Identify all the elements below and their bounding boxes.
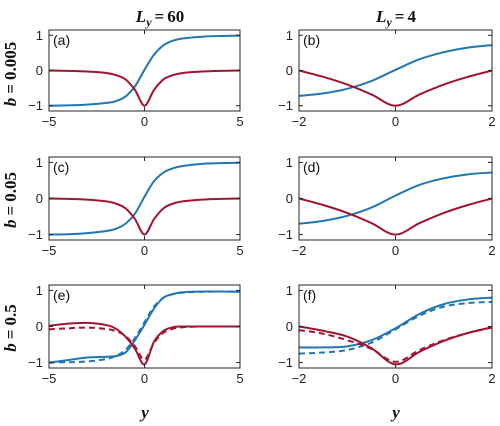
panel-b-series-blue-solid xyxy=(298,44,493,97)
panel-a-label: (a) xyxy=(53,32,70,48)
panel-f-ytick-label-2: 1 xyxy=(286,283,293,298)
x-axis-label-left: y xyxy=(139,403,149,422)
panel-e: −1 0 1 −5 0 5 (e) xyxy=(28,283,243,386)
panel-a-xtick-label-0: −5 xyxy=(42,114,57,129)
x-axis-label-right: y xyxy=(390,403,400,422)
row-title-3: b = 0.5 xyxy=(1,304,20,351)
panel-f-xtick-label-0: −2 xyxy=(292,371,307,386)
panel-d-ytick-label-0: −1 xyxy=(278,227,293,242)
panel-d-xtick-label-0: −2 xyxy=(292,243,307,258)
panel-d-xtick-label-1: 0 xyxy=(392,243,399,258)
panel-c-series-blue-solid xyxy=(48,161,241,236)
row-title-1-val: 0.005 xyxy=(1,42,20,80)
panel-a-ytick-label-1: 0 xyxy=(36,63,43,78)
row-title-1: b = 0.005 xyxy=(1,42,20,106)
panel-f-series-red-dashed xyxy=(298,326,493,363)
col-title-1: Ly = 60 xyxy=(135,7,184,29)
row-title-2-val: 0.05 xyxy=(1,172,20,202)
panel-a-series-blue-solid xyxy=(48,34,241,107)
panels-group: −1 0 1 −5 0 5 (a) −1 0 1 −2 0 2 (b) −1 0 1 −5 0 5 (c) −1 0 1 −2 0… xyxy=(28,28,495,386)
panel-c-label: (c) xyxy=(53,159,69,175)
panel-f-series-red-solid xyxy=(298,325,493,366)
panel-e-series-blue-dashed xyxy=(48,290,241,364)
panel-e-label: (e) xyxy=(53,287,70,303)
col-title-2: Ly = 4 xyxy=(375,7,416,29)
panel-f-ytick-label-0: −1 xyxy=(278,355,293,370)
panel-f-series-blue-solid xyxy=(298,296,493,349)
panel-c-xtick-label-2: 5 xyxy=(236,243,243,258)
panel-b: −1 0 1 −2 0 2 (b) xyxy=(278,28,495,129)
panel-e-xtick-label-0: −5 xyxy=(42,371,57,386)
panel-c-xtick-label-1: 0 xyxy=(141,243,148,258)
panel-e-xtick-label-1: 0 xyxy=(141,371,148,386)
panel-a: −1 0 1 −5 0 5 (a) xyxy=(28,28,243,129)
panel-d-xtick-label-2: 2 xyxy=(488,243,495,258)
panel-f-label: (f) xyxy=(303,287,316,303)
panel-f-xtick-label-2: 2 xyxy=(488,371,495,386)
panel-d-series-red-solid xyxy=(298,197,493,236)
panel-f-axes-box xyxy=(298,284,493,369)
panel-b-label: (b) xyxy=(303,32,320,48)
col-title-2-rel: = xyxy=(395,7,405,26)
panel-c-series-red-solid xyxy=(48,197,241,236)
panel-b-ytick-label-1: 0 xyxy=(286,63,293,78)
col-title-1-var: L xyxy=(135,7,146,26)
panel-c-xtick-label-0: −5 xyxy=(42,243,57,258)
panel-c: −1 0 1 −5 0 5 (c) xyxy=(28,155,243,258)
panel-a-ytick-label-0: −1 xyxy=(28,98,43,113)
panel-d-ytick-label-2: 1 xyxy=(286,155,293,170)
panel-c-ytick-label-2: 1 xyxy=(36,155,43,170)
panel-e-ytick-label-1: 0 xyxy=(36,319,43,334)
panel-d-series-blue-solid xyxy=(298,171,493,225)
panel-a-xtick-label-2: 5 xyxy=(236,114,243,129)
panel-d: −1 0 1 −2 0 2 (d) xyxy=(278,155,495,258)
panel-c-ytick-label-1: 0 xyxy=(36,191,43,206)
row-title-1-rel: = xyxy=(1,84,20,94)
panel-a-xtick-label-1: 0 xyxy=(141,114,148,129)
row-title-2-var: b xyxy=(1,219,20,228)
panel-b-xtick-label-2: 2 xyxy=(488,114,495,129)
panel-d-label: (d) xyxy=(303,159,320,175)
row-title-3-val: 0.5 xyxy=(1,304,20,325)
panel-e-ytick-label-0: −1 xyxy=(28,355,43,370)
panel-b-series-red-solid xyxy=(298,69,493,107)
row-title-3-var: b xyxy=(1,343,20,352)
col-title-1-rel: = xyxy=(155,7,165,26)
panel-b-xtick-label-1: 0 xyxy=(392,114,399,129)
panel-f: −1 0 1 −2 0 2 (f) xyxy=(278,283,495,386)
row-title-3-rel: = xyxy=(1,330,20,340)
panel-f-series-blue-dashed xyxy=(298,300,493,355)
panel-b-ytick-label-2: 1 xyxy=(286,28,293,43)
panel-e-ytick-label-2: 1 xyxy=(36,283,43,298)
col-title-2-var: L xyxy=(375,7,386,26)
panel-b-ytick-label-0: −1 xyxy=(278,98,293,113)
col-title-1-val: 60 xyxy=(167,7,184,26)
col-title-2-sub: y xyxy=(384,15,392,29)
row-title-2: b = 0.05 xyxy=(1,172,20,228)
panel-e-xtick-label-2: 5 xyxy=(236,371,243,386)
col-title-1-sub: y xyxy=(144,15,152,29)
panel-e-series-blue-solid xyxy=(48,290,241,364)
panel-b-xtick-label-0: −2 xyxy=(292,114,307,129)
panel-f-xtick-label-1: 0 xyxy=(392,371,399,386)
row-title-1-var: b xyxy=(1,98,20,107)
panel-a-ytick-label-2: 1 xyxy=(36,28,43,43)
panel-a-series-red-solid xyxy=(48,69,241,107)
panel-d-axes-box xyxy=(298,156,493,241)
panel-d-ytick-label-1: 0 xyxy=(286,191,293,206)
col-title-2-val: 4 xyxy=(407,7,416,26)
panel-f-ytick-label-1: 0 xyxy=(286,319,293,334)
row-title-2-rel: = xyxy=(1,206,20,216)
panel-c-ytick-label-0: −1 xyxy=(28,227,43,242)
panel-e-series-red-dashed xyxy=(48,325,240,361)
